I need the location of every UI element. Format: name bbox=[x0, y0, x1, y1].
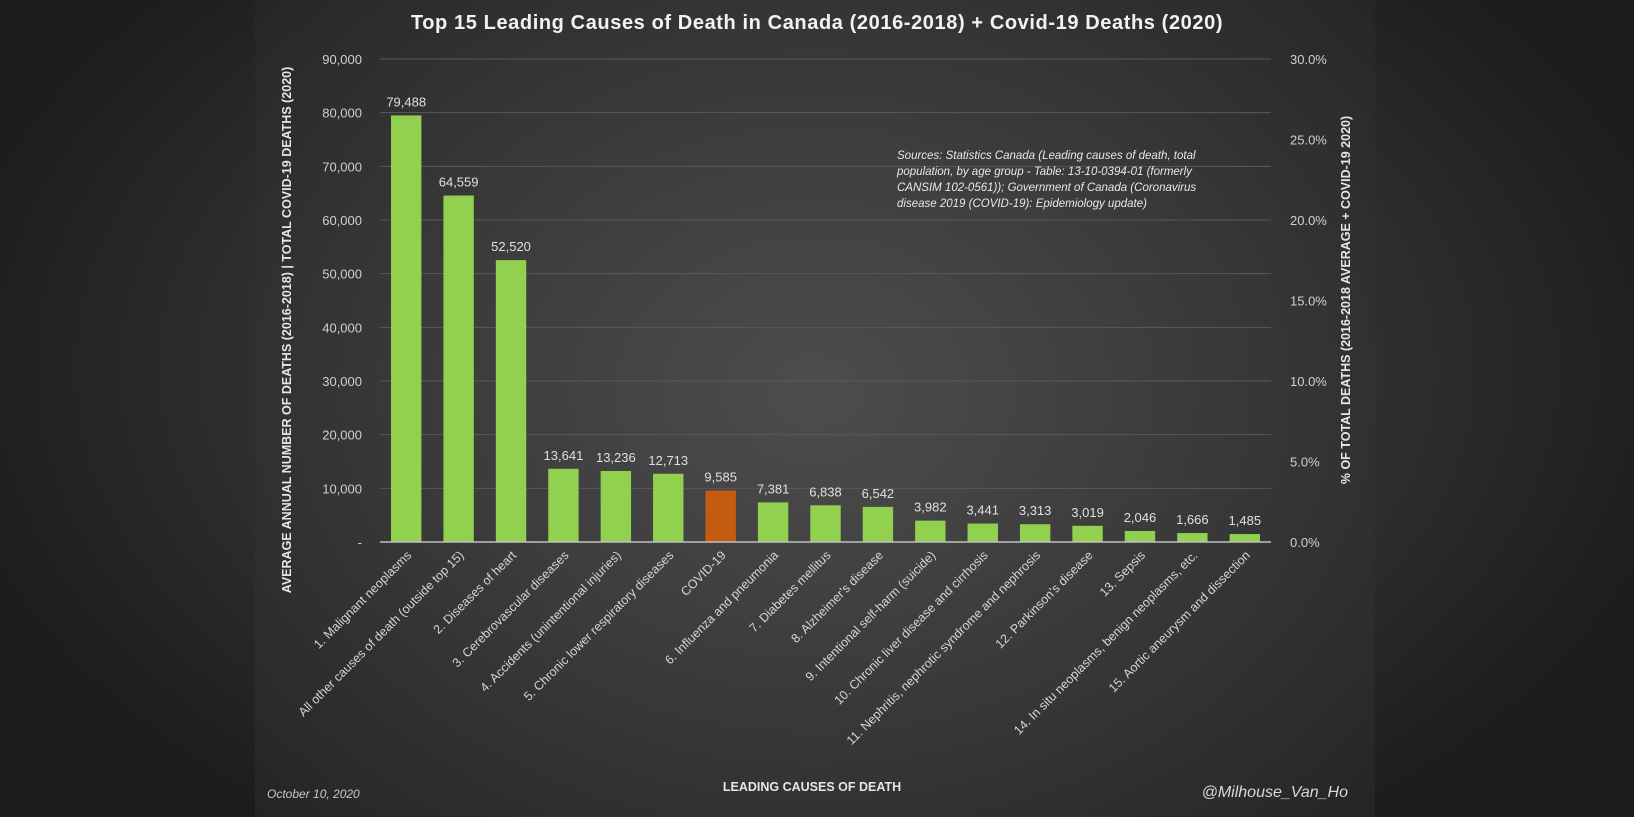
bar bbox=[915, 520, 946, 542]
y-tick-label: 80,000 bbox=[322, 106, 362, 121]
bar bbox=[757, 502, 789, 542]
x-tick-label: 1. Malignant neoplasms bbox=[311, 548, 414, 651]
sources-annotation: Sources: Statistics Canada (Leading caus… bbox=[897, 150, 1197, 210]
data-label: 3,441 bbox=[966, 503, 999, 518]
bar bbox=[653, 473, 684, 542]
bar bbox=[1124, 531, 1156, 542]
y2-axis-title: % OF TOTAL DEATHS (2016-2018 AVERAGE + C… bbox=[1339, 116, 1353, 484]
y2-axis-ticks: 0.0% 5.0% 10.0% 15.0% 20.0% 25.0% 30.0% bbox=[1290, 52, 1327, 550]
chart-panel bbox=[255, 0, 1375, 817]
bar bbox=[862, 506, 894, 542]
bar bbox=[1177, 533, 1208, 542]
y-tick-label: 90,000 bbox=[322, 52, 362, 67]
data-labels: 79,488 64,559 52,520 13,641 13,236 12,713 9,58… bbox=[386, 94, 1261, 528]
y2-tick-label: 10.0% bbox=[1290, 374, 1327, 389]
x-tick-label: COVID-19 bbox=[678, 548, 729, 599]
x-tick-label: 13. Sepsis bbox=[1097, 548, 1148, 599]
y2-tick-label: 20.0% bbox=[1290, 213, 1327, 228]
bar bbox=[1229, 534, 1260, 542]
data-label: 64,559 bbox=[439, 175, 479, 190]
data-label: 6,542 bbox=[862, 486, 895, 501]
bar bbox=[391, 115, 422, 542]
data-label: 1,666 bbox=[1176, 512, 1209, 527]
y2-tick-label: 15.0% bbox=[1290, 294, 1327, 309]
bar bbox=[1019, 524, 1051, 542]
data-label: 2,046 bbox=[1124, 510, 1157, 525]
y2-tick-label: 30.0% bbox=[1290, 52, 1327, 67]
y-tick-label: 10,000 bbox=[322, 481, 362, 496]
bar bbox=[1072, 525, 1103, 542]
date-label: October 10, 2020 bbox=[267, 787, 360, 801]
y2-tick-label: 5.0% bbox=[1290, 455, 1320, 470]
y2-tick-label: 25.0% bbox=[1290, 133, 1327, 148]
y-tick-label: 50,000 bbox=[322, 267, 362, 282]
data-label: 6,838 bbox=[809, 484, 842, 499]
y-tick-label: 20,000 bbox=[322, 428, 362, 443]
data-label: 13,236 bbox=[596, 450, 636, 465]
bar bbox=[810, 505, 841, 542]
y2-tick-label: 0.0% bbox=[1290, 535, 1320, 550]
data-label: 12,713 bbox=[648, 453, 688, 468]
data-label: 1,485 bbox=[1229, 513, 1262, 528]
bar bbox=[967, 523, 998, 542]
y-axis-title: AVERAGE ANNUAL NUMBER OF DEATHS (2016-20… bbox=[280, 67, 294, 594]
bar bbox=[600, 470, 632, 542]
data-label: 7,381 bbox=[757, 481, 790, 496]
y-tick-label: 30,000 bbox=[322, 374, 362, 389]
y-tick-label: 70,000 bbox=[322, 159, 362, 174]
bar-covid-19 bbox=[705, 490, 736, 542]
data-label: 3,019 bbox=[1071, 505, 1104, 520]
bars bbox=[391, 115, 1260, 542]
y-tick-label: 60,000 bbox=[322, 213, 362, 228]
x-axis-title: LEADING CAUSES OF DEATH bbox=[723, 780, 901, 794]
data-label: 9,585 bbox=[704, 470, 737, 485]
data-label: 52,520 bbox=[491, 239, 531, 254]
chart-title: Top 15 Leading Causes of Death in Canada… bbox=[410, 12, 1224, 34]
bar bbox=[548, 468, 579, 542]
author-handle: @Milhouse_Van_Ho bbox=[1201, 784, 1348, 801]
data-label: 3,313 bbox=[1019, 503, 1052, 518]
x-tick-label: 11. Nephritis, nephrotic syndrome and ne… bbox=[844, 548, 1043, 747]
x-tick-label: 8. Alzheimer's disease bbox=[788, 548, 886, 646]
bar bbox=[495, 260, 527, 542]
y-tick-label: 40,000 bbox=[322, 320, 362, 335]
gridlines bbox=[380, 58, 1271, 489]
x-tick-label: 12. Parkinson's disease bbox=[993, 548, 1096, 651]
data-label: 79,488 bbox=[386, 94, 426, 109]
bar bbox=[443, 195, 474, 542]
x-tick-label: 14. In situ neoplasms, benign neoplasms,… bbox=[1011, 548, 1200, 737]
data-label: 13,641 bbox=[544, 448, 584, 463]
y-tick-label: - bbox=[358, 535, 362, 550]
y-axis-ticks: - 10,000 20,000 30,000 40,000 50,000 60,000 70,… bbox=[322, 52, 362, 550]
data-label: 3,982 bbox=[914, 500, 947, 515]
